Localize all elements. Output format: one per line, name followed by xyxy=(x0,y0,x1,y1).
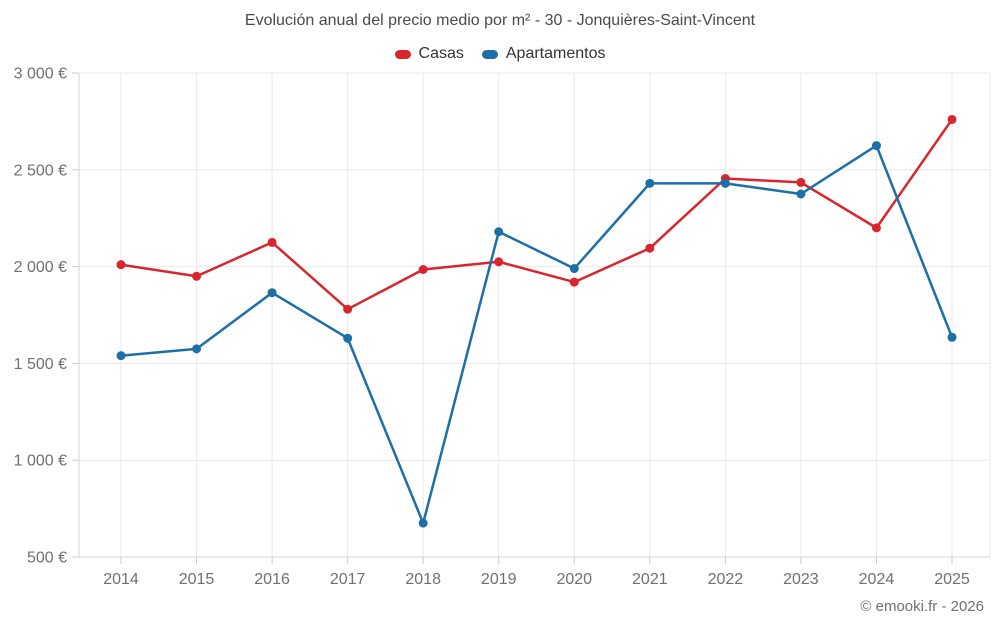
data-point-apartamentos-2016[interactable] xyxy=(267,288,277,298)
legend-marker-casas-icon xyxy=(394,49,411,59)
x-axis-label: 2019 xyxy=(481,571,517,588)
data-point-casas-2024[interactable] xyxy=(871,223,881,233)
x-axis-label: 2025 xyxy=(934,571,970,588)
y-axis-label: 2 000 € xyxy=(14,259,67,276)
legend-marker-apartamentos-icon xyxy=(481,49,498,59)
data-point-apartamentos-2017[interactable] xyxy=(343,333,353,343)
data-point-casas-2025[interactable] xyxy=(947,114,957,124)
data-point-apartamentos-2019[interactable] xyxy=(494,227,504,237)
data-point-casas-2017[interactable] xyxy=(343,304,353,314)
copyright-text: © emooki.fr - 2026 xyxy=(860,598,984,615)
series-line-casas xyxy=(119,118,954,311)
series-line-apartamentos xyxy=(119,144,954,525)
x-axis-label: 2015 xyxy=(179,571,215,588)
data-point-apartamentos-2022[interactable] xyxy=(720,178,730,188)
x-axis-label: 2022 xyxy=(708,571,744,588)
data-point-apartamentos-2024[interactable] xyxy=(871,141,881,151)
data-point-casas-2023[interactable] xyxy=(796,177,806,187)
data-point-apartamentos-2015[interactable] xyxy=(192,344,202,354)
data-point-casas-2014[interactable] xyxy=(116,260,126,270)
y-axis-label: 1 500 € xyxy=(14,356,67,373)
data-point-casas-2015[interactable] xyxy=(192,271,202,281)
data-point-apartamentos-2014[interactable] xyxy=(116,351,126,361)
data-point-apartamentos-2021[interactable] xyxy=(645,178,655,188)
data-point-casas-2019[interactable] xyxy=(494,257,504,267)
y-axis-label: 500 € xyxy=(27,550,67,567)
chart-title: Evolución anual del precio medio por m² … xyxy=(244,12,756,29)
data-point-apartamentos-2025[interactable] xyxy=(947,332,957,342)
x-axis-label: 2017 xyxy=(330,571,366,588)
data-point-casas-2016[interactable] xyxy=(267,237,277,247)
x-axis-label: 2018 xyxy=(405,571,441,588)
data-point-casas-2018[interactable] xyxy=(418,265,428,275)
y-axis-label: 3 000 € xyxy=(14,66,67,83)
x-axis-label: 2023 xyxy=(783,571,819,588)
legend-label-apartamentos: Apartamentos xyxy=(505,45,606,62)
x-axis-label: 2024 xyxy=(859,571,895,588)
legend-item-casas[interactable]: Casas xyxy=(394,45,464,63)
data-point-apartamentos-2020[interactable] xyxy=(569,264,579,274)
x-axis-label: 2021 xyxy=(632,571,668,588)
data-point-apartamentos-2023[interactable] xyxy=(796,189,806,199)
legend: Casas Apartamentos xyxy=(0,45,1000,63)
y-axis-label: 1 000 € xyxy=(14,453,67,470)
data-point-apartamentos-2018[interactable] xyxy=(418,518,428,528)
legend-item-apartamentos[interactable]: Apartamentos xyxy=(481,45,606,63)
x-axis-label: 2020 xyxy=(556,571,592,588)
data-point-casas-2021[interactable] xyxy=(645,243,655,253)
legend-label-casas: Casas xyxy=(418,45,464,62)
x-axis-label: 2014 xyxy=(103,571,139,588)
y-axis-label: 2 500 € xyxy=(14,162,67,179)
x-axis-label: 2016 xyxy=(254,571,290,588)
data-point-casas-2020[interactable] xyxy=(569,277,579,287)
